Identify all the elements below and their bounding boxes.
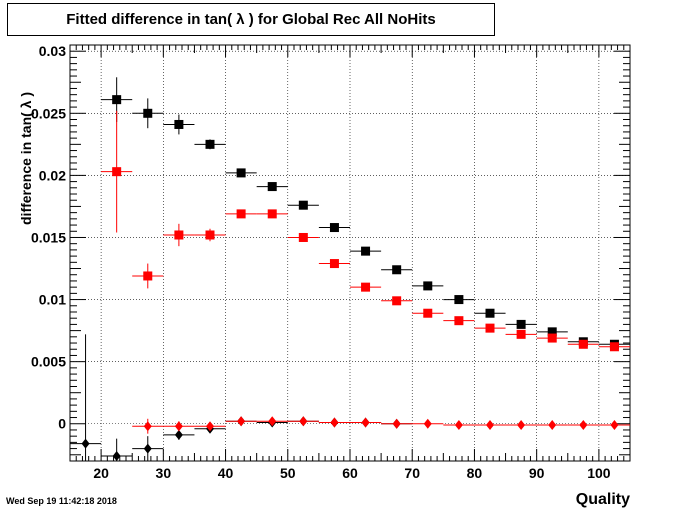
data-point-square (423, 308, 433, 318)
data-point-square (205, 230, 215, 240)
data-point-square (143, 271, 153, 281)
data-point-square (329, 259, 339, 269)
x-tick-label: 100 (587, 465, 611, 481)
series-1 (101, 110, 630, 352)
data-point-diamond (112, 451, 121, 462)
y-tick-label: 0.005 (31, 354, 66, 370)
x-tick-label: 90 (529, 465, 545, 481)
data-point-square (112, 167, 122, 177)
x-tick-label: 50 (280, 465, 296, 481)
data-point-square (361, 282, 371, 292)
data-point-diamond (548, 419, 557, 430)
x-tick-label: 60 (342, 465, 358, 481)
data-point-square (236, 209, 246, 219)
data-point-square (267, 182, 277, 192)
data-point-square (547, 327, 557, 337)
data-point-square (205, 139, 215, 149)
y-tick-label: 0 (58, 416, 66, 432)
grid-layer (70, 45, 630, 461)
data-point-diamond (268, 416, 277, 427)
data-point-square (609, 342, 619, 352)
y-tick-label: 0.025 (31, 105, 66, 121)
series-2 (70, 334, 413, 462)
data-point-square (516, 329, 526, 339)
x-axis-title: Quality (575, 491, 630, 508)
data-point-square (516, 319, 526, 329)
data-point-square (112, 95, 122, 105)
data-point-diamond (361, 417, 370, 428)
series-3 (132, 416, 630, 434)
data-point-square (361, 246, 371, 256)
x-tick-label: 20 (93, 465, 109, 481)
data-point-diamond (299, 416, 308, 427)
chart-title-box: Fitted difference in tan( λ ) for Global… (7, 3, 495, 36)
data-point-diamond (454, 419, 463, 430)
data-point-diamond (486, 419, 494, 430)
data-point-diamond (143, 421, 152, 432)
data-point-diamond (423, 418, 432, 429)
data-point-square (485, 308, 495, 318)
data-point-diamond (206, 421, 214, 432)
data-point-square (329, 223, 339, 233)
y-tick-label: 0.01 (39, 292, 66, 308)
y-tick-label: 0.03 (39, 43, 66, 59)
data-point-square (485, 323, 495, 333)
data-point-diamond (392, 418, 401, 429)
series-0 (101, 77, 630, 349)
x-tick-label: 30 (156, 465, 172, 481)
data-point-diamond (174, 429, 183, 440)
data-point-square (423, 281, 433, 291)
y-axis-title: difference in tan( λ ) (18, 91, 34, 225)
data-point-diamond (610, 419, 619, 430)
data-point-square (143, 108, 153, 118)
data-point-diamond (579, 419, 588, 430)
chart-title: Fitted difference in tan( λ ) for Global… (66, 11, 436, 28)
data-point-square (392, 265, 402, 275)
x-tick-label: 40 (218, 465, 234, 481)
data-point-square (236, 168, 246, 178)
data-point-square (578, 339, 588, 349)
data-point-square (547, 333, 557, 343)
footer-timestamp: Wed Sep 19 11:42:18 2018 (6, 496, 117, 506)
x-tick-label: 70 (404, 465, 420, 481)
data-point-square (267, 209, 277, 219)
axis-layer: 20 30 40 50 60 70 80 90 100 0 0.005 0.01 0.015 0.02 0.… (31, 43, 631, 481)
data-point-square (174, 230, 184, 240)
data-point-diamond (517, 419, 526, 430)
data-point-square (454, 295, 464, 305)
data-point-diamond (330, 417, 339, 428)
y-tick-label: 0.02 (39, 167, 66, 183)
data-point-diamond (237, 416, 246, 427)
x-tick-label: 80 (467, 465, 483, 481)
data-point-square (174, 119, 184, 129)
data-layer (70, 77, 630, 462)
data-point-diamond (81, 438, 90, 449)
data-point-square (298, 200, 308, 210)
data-point-diamond (143, 443, 152, 454)
y-tick-label: 0.015 (31, 229, 66, 245)
data-point-square (298, 232, 308, 242)
data-point-diamond (174, 421, 183, 432)
data-point-square (454, 316, 464, 326)
data-point-square (392, 296, 402, 306)
